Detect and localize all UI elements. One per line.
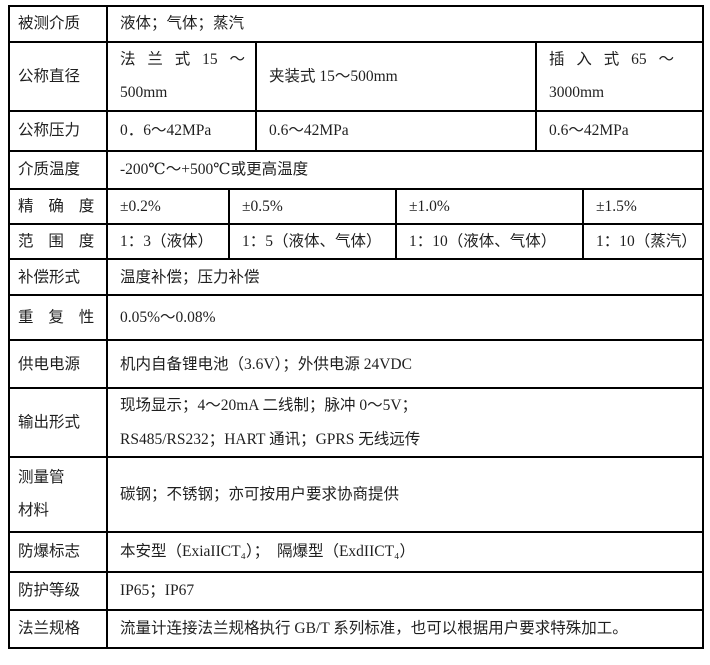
- row-turndown-ratio: 范 围 度 1：3（液体） 1：5（液体、气体） 1：10（液体、气体） 1：1…: [8, 222, 705, 261]
- row-accuracy: 精 确 度 ±0.2% ±0.5% ±1.0% ±1.5%: [8, 187, 705, 225]
- row-label-medium-temperature: 介质温度: [8, 149, 108, 190]
- cell-turndown-steam: 1：10（蒸汽）: [581, 222, 705, 261]
- cell-accuracy-2: ±0.5%: [228, 187, 397, 225]
- cell-medium-temperature: -200℃～+500℃或更高温度: [105, 149, 705, 190]
- cell-accuracy-4: ±1.5%: [581, 187, 705, 225]
- cell-tube-material: 碳钢；不锈钢；亦可按用户要求协商提供: [105, 455, 705, 533]
- cell-repeatability: 0.05%～0.08%: [105, 294, 705, 342]
- row-label-tube-material: 测量管 材料: [8, 455, 108, 533]
- cell-pressure-clamp: 0.6～42MPa: [255, 109, 537, 152]
- row-compensation: 补偿形式 温度补偿；压力补偿: [8, 258, 705, 297]
- row-label-nominal-pressure: 公称压力: [8, 109, 108, 152]
- cell-pressure-flange: 0．6～42MPa: [106, 109, 257, 152]
- row-label-repeatability: 重 复 性: [8, 294, 108, 342]
- document-page: 被测介质 液体；气体；蒸汽 公称直径 法 兰 式 15 ～ 500mm 夹装式 …: [8, 5, 705, 649]
- row-repeatability: 重 复 性 0.05%～0.08%: [8, 294, 705, 342]
- cell-turndown-liquid-gas-5: 1：5（液体、气体）: [228, 222, 397, 261]
- spec-table: 被测介质 液体；气体；蒸汽 公称直径 法 兰 式 15 ～ 500mm 夹装式 …: [8, 5, 705, 649]
- row-label-accuracy: 精 确 度: [8, 187, 108, 225]
- row-label-compensation: 补偿形式: [8, 258, 108, 297]
- row-tube-material: 测量管 材料 碳钢；不锈钢；亦可按用户要求协商提供: [8, 455, 705, 533]
- cell-diameter-flange-type: 法 兰 式 15 ～ 500mm: [106, 41, 257, 112]
- row-medium-temperature: 介质温度 -200℃～+500℃或更高温度: [8, 149, 705, 190]
- row-measured-medium: 被测介质 液体；气体；蒸汽: [8, 5, 705, 43]
- row-output-type: 输出形式 现场显示；4～20mA 二线制；脉冲 0～5V； RS485/RS23…: [8, 387, 705, 458]
- cell-power-supply: 机内自备锂电池（3.6V）；外供电源 24VDC: [105, 339, 705, 390]
- cell-accuracy-3: ±1.0%: [395, 187, 584, 225]
- row-nominal-diameter: 公称直径 法 兰 式 15 ～ 500mm 夹装式 15～500mm 插 入 式…: [8, 41, 705, 112]
- cell-protection-class: IP65；IP67: [105, 570, 705, 611]
- row-power-supply: 供电电源 机内自备锂电池（3.6V）；外供电源 24VDC: [8, 339, 705, 390]
- row-flange-spec: 法兰规格 流量计连接法兰规格执行 GB/T 系列标准，也可以根据用户要求特殊加工…: [8, 608, 705, 649]
- cell-pressure-insertion: 0.6～42MPa: [534, 109, 705, 152]
- row-label-protection-class: 防护等级: [8, 570, 108, 611]
- cell-output-type: 现场显示；4～20mA 二线制；脉冲 0～5V； RS485/RS232；HAR…: [105, 387, 705, 458]
- cell-accuracy-1: ±0.2%: [106, 187, 230, 225]
- row-nominal-pressure: 公称压力 0．6～42MPa 0.6～42MPa 0.6～42MPa: [8, 109, 705, 152]
- row-label-nominal-diameter: 公称直径: [8, 41, 108, 112]
- row-explosion-proof-mark: 防爆标志 本安型（ExiaIICT₄）； 隔爆型（ExdIICT₄）: [8, 530, 705, 573]
- cell-compensation: 温度补偿；压力补偿: [105, 258, 705, 297]
- row-label-explosion-proof-mark: 防爆标志: [8, 530, 108, 573]
- row-label-turndown-ratio: 范 围 度: [8, 222, 108, 261]
- row-label-flange-spec: 法兰规格: [8, 608, 108, 649]
- row-label-output-type: 输出形式: [8, 387, 108, 458]
- row-protection-class: 防护等级 IP65；IP67: [8, 570, 705, 611]
- row-label-power-supply: 供电电源: [8, 339, 108, 390]
- cell-diameter-clamp-type: 夹装式 15～500mm: [255, 41, 537, 112]
- cell-flange-spec: 流量计连接法兰规格执行 GB/T 系列标准，也可以根据用户要求特殊加工。: [105, 608, 705, 649]
- cell-explosion-proof-mark: 本安型（ExiaIICT₄）； 隔爆型（ExdIICT₄）: [105, 530, 705, 573]
- cell-turndown-liquid: 1：3（液体）: [106, 222, 230, 261]
- cell-measured-medium: 液体；气体；蒸汽: [105, 5, 705, 43]
- cell-diameter-insertion-type: 插 入 式 65 ～ 3000mm: [534, 41, 705, 112]
- row-label-measured-medium: 被测介质: [8, 5, 108, 43]
- cell-turndown-liquid-gas-10: 1：10（液体、气体）: [395, 222, 584, 261]
